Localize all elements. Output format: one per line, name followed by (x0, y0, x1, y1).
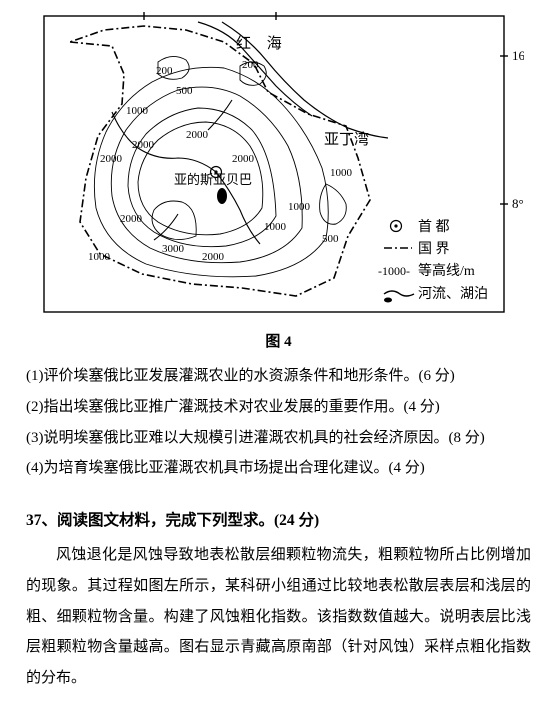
svg-text:2000: 2000 (120, 213, 143, 225)
svg-text:36°: 36° (135, 8, 153, 11)
svg-text:国 界: 国 界 (418, 242, 450, 257)
svg-text:2000: 2000 (202, 251, 225, 263)
map-svg: 36° 44° 16° 8° (26, 8, 524, 328)
svg-text:2000: 2000 (132, 139, 155, 151)
svg-text:首 都: 首 都 (418, 219, 450, 235)
legend: 首 都 国 界 -1000- 等高线/m 河流、湖泊 (378, 219, 488, 303)
figure-caption: 图 4 (26, 330, 531, 351)
section-37-title: 37、阅读图文材料，完成下列型求。(24 分) (26, 508, 531, 530)
svg-text:1000: 1000 (288, 201, 311, 213)
svg-text:2000: 2000 (186, 129, 209, 141)
svg-text:3000: 3000 (162, 243, 185, 255)
svg-text:8°: 8° (512, 196, 524, 211)
svg-text:500: 500 (176, 85, 193, 97)
svg-text:1000: 1000 (126, 105, 149, 117)
svg-text:1000: 1000 (88, 251, 111, 263)
question-3: (3)说明埃塞俄比亚难以大规模引进灌溉农机具的社会经济原因。(8 分) (26, 423, 531, 454)
svg-text:16°: 16° (512, 48, 524, 63)
svg-text:等高线/m: 等高线/m (418, 262, 475, 279)
svg-text:44°: 44° (267, 8, 285, 11)
svg-text:-1000-: -1000- (378, 264, 410, 278)
question-2: (2)指出埃塞俄比亚推广灌溉技术对农业发展的重要作用。(4 分) (26, 392, 531, 423)
label-red-sea: 红 海 (236, 35, 288, 52)
label-aden: 亚丁湾 (324, 131, 369, 148)
svg-text:500: 500 (322, 233, 339, 245)
svg-text:200: 200 (242, 59, 259, 71)
question-1: (1)评价埃塞俄比亚发展灌溉农业的水资源条件和地形条件。(6 分) (26, 361, 531, 392)
svg-text:2000: 2000 (100, 153, 123, 165)
label-capital: 亚的斯亚贝巴 (174, 172, 252, 187)
question-4: (4)为培育埃塞俄比亚灌溉农机具市场提出合理化建议。(4 分) (26, 453, 531, 484)
svg-text:2000: 2000 (232, 153, 255, 165)
section-37-paragraph: 风蚀退化是风蚀导致地表松散层细颗粒物流失，粗颗粒物所占比例增加的现象。其过程如图… (26, 540, 531, 694)
figure-4: 36° 44° 16° 8° (26, 8, 531, 351)
svg-text:河流、湖泊: 河流、湖泊 (418, 286, 488, 302)
svg-text:200: 200 (156, 65, 173, 77)
svg-text:1000: 1000 (330, 167, 353, 179)
svg-text:1000: 1000 (264, 221, 287, 233)
